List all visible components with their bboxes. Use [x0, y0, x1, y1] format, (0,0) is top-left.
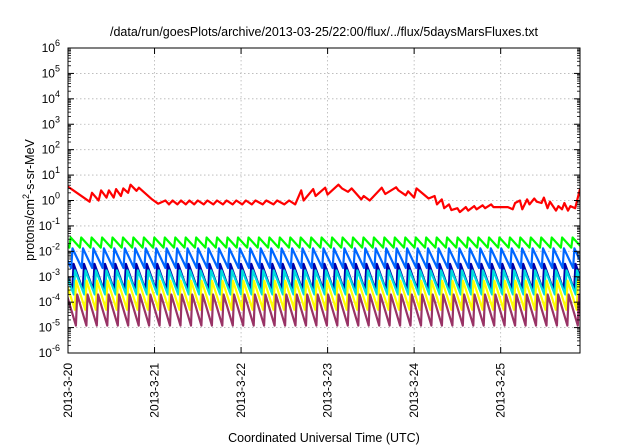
y-axis-title-sup: 2 — [21, 194, 31, 199]
ticks — [67, 47, 580, 354]
series-line-2 — [68, 247, 580, 270]
chart-title: /data/run/goesPlots/archive/2013-03-25/2… — [110, 25, 539, 39]
x-tick-label: 2013-3-22 — [234, 363, 248, 418]
y-tick-label: 105 — [42, 63, 60, 80]
y-tick-label: 10-1 — [39, 216, 60, 233]
y-tick-label: 101 — [42, 165, 60, 182]
series-line-5 — [68, 279, 580, 311]
x-tick-label: 2013-3-20 — [61, 363, 75, 418]
y-tick-label: 100 — [42, 191, 60, 208]
y-tick-label: 102 — [42, 140, 60, 157]
series-line-4 — [68, 269, 580, 296]
series-layer — [68, 183, 580, 327]
series-line-6 — [68, 293, 580, 327]
series-line-1 — [68, 236, 580, 249]
x-tick-label: 2013-3-23 — [321, 363, 335, 418]
y-tick-label: 10-2 — [39, 241, 60, 258]
x-tick-label: 2013-3-21 — [148, 363, 162, 418]
series-line-0 — [68, 183, 580, 214]
y-tick-label: 10-3 — [39, 267, 60, 284]
y-axis-title-base: protons/cm — [23, 199, 37, 261]
x-axis-title: Coordinated Universal Time (UTC) — [228, 431, 420, 445]
y-tick-labels: 10-6 10-5 10-4 10-3 10-2 10-1 100 101 102 103 104 1… — [39, 38, 60, 360]
y-tick-label: 10-5 — [39, 318, 60, 335]
x-tick-label: 2013-3-25 — [494, 363, 508, 418]
y-tick-label: 106 — [42, 38, 60, 55]
y-tick-label: 103 — [42, 114, 60, 131]
y-tick-label: 10-4 — [39, 292, 60, 309]
y-axis-title: protons/cm2-s-sr-MeV — [21, 138, 37, 260]
x-tick-label: 2013-3-24 — [407, 363, 421, 418]
x-tick-labels: 2013-3-20 2013-3-21 2013-3-22 2013-3-23 2013… — [61, 363, 508, 418]
y-tick-label: 104 — [42, 89, 60, 106]
y-tick-label: 10-6 — [39, 343, 60, 360]
y-axis-title-rest: -s-sr-MeV — [23, 138, 37, 194]
series-line-3 — [68, 262, 580, 292]
